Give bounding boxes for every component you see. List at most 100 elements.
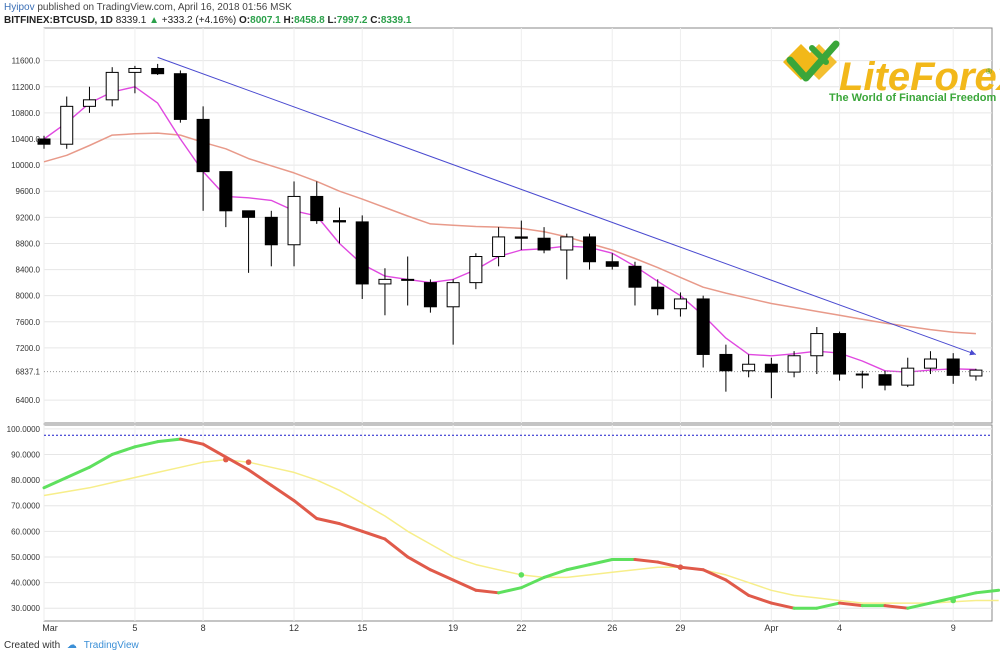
candle bbox=[673, 292, 687, 317]
main-pane bbox=[37, 56, 992, 399]
publish-text: published on TradingView.com, April 16, … bbox=[37, 2, 292, 13]
candle-body-up bbox=[742, 363, 756, 372]
osc-main-segment bbox=[269, 483, 296, 503]
osc-main-segment bbox=[769, 601, 796, 610]
x-tick-label: 29 bbox=[675, 623, 685, 633]
candle bbox=[219, 171, 233, 228]
osc-main-segment bbox=[974, 588, 1000, 595]
candle-body-down bbox=[719, 353, 733, 372]
osc-main-segment bbox=[428, 568, 455, 582]
candle bbox=[82, 86, 96, 113]
candle-body-up bbox=[492, 236, 506, 258]
candle-body-down bbox=[423, 282, 437, 308]
y-tick-label: 7200.0 bbox=[16, 344, 41, 353]
osc-main-segment bbox=[360, 529, 387, 541]
candle-body-up bbox=[82, 99, 96, 107]
x-tick-label: 5 bbox=[132, 623, 137, 633]
x-tick-label: 26 bbox=[607, 623, 617, 633]
candle-body-up bbox=[810, 333, 824, 357]
osc-y-tick-label: 50.0000 bbox=[11, 553, 40, 562]
candle bbox=[696, 295, 710, 368]
candle-body-down bbox=[583, 236, 597, 263]
osc-main-segment bbox=[156, 437, 182, 444]
candle bbox=[401, 256, 415, 306]
osc-main-segment bbox=[724, 578, 751, 597]
x-tick-label: 15 bbox=[357, 623, 367, 633]
candle bbox=[37, 135, 51, 149]
osc-main-segment bbox=[42, 476, 69, 490]
candle-body-down bbox=[37, 138, 51, 145]
osc-y-tick-label: 90.0000 bbox=[11, 450, 40, 459]
candle-body-up bbox=[378, 278, 392, 285]
candle bbox=[901, 357, 915, 388]
candle-body-down bbox=[946, 358, 960, 376]
osc-y-tick-label: 30.0000 bbox=[11, 604, 40, 613]
candle bbox=[242, 210, 256, 273]
y-tick-label: 10800.0 bbox=[11, 109, 40, 118]
osc-main-segment bbox=[633, 558, 660, 564]
candle bbox=[355, 215, 369, 299]
candle bbox=[287, 181, 301, 267]
publish-info: Hyipov published on TradingView.com, Apr… bbox=[4, 2, 292, 13]
y-tick-label: 10000.0 bbox=[11, 161, 40, 170]
y-tick-label: 11200.0 bbox=[12, 83, 41, 92]
y-tick-label: 11600.0 bbox=[12, 57, 41, 66]
osc-main-segment bbox=[315, 517, 341, 526]
last-price: 8339.1 bbox=[115, 15, 147, 26]
high-value: 8458.8 bbox=[294, 15, 325, 26]
oscillator-grid bbox=[43, 425, 992, 621]
y-tick-label: 7600.0 bbox=[16, 318, 41, 327]
osc-main-segment bbox=[906, 601, 932, 610]
y-tick-label: 8800.0 bbox=[16, 239, 41, 248]
candle-body-down bbox=[242, 210, 256, 218]
osc-main-segment bbox=[224, 455, 251, 472]
osc-main-segment bbox=[815, 601, 842, 610]
x-axis: Mar 5 8 12 15 19 22 26 29 Apr 4 9 bbox=[42, 623, 955, 633]
candle bbox=[151, 63, 165, 76]
osc-main-segment bbox=[201, 442, 228, 459]
osc-cross-dot bbox=[223, 456, 229, 463]
osc-main-segment bbox=[951, 591, 978, 600]
osc-main-segment bbox=[588, 558, 614, 567]
candle-body-down bbox=[628, 265, 642, 288]
candle-body-up bbox=[105, 71, 119, 101]
candle bbox=[128, 65, 142, 94]
candle-body-down bbox=[332, 220, 346, 223]
candle bbox=[514, 220, 528, 250]
candle-body-up bbox=[969, 369, 983, 377]
osc-y-tick-label: 40.0000 bbox=[11, 579, 40, 588]
candle bbox=[446, 279, 460, 345]
candle bbox=[60, 96, 74, 149]
liteforex-logo: LiteForex ® The World of Financial Freed… bbox=[783, 40, 1000, 104]
osc-main-segment bbox=[87, 452, 114, 469]
candle-body-down bbox=[537, 237, 551, 251]
osc-main-segment bbox=[678, 565, 705, 572]
oscillator-pane bbox=[42, 434, 1000, 610]
osc-cross-dot bbox=[950, 597, 956, 604]
osc-main-segment bbox=[451, 578, 478, 592]
candle bbox=[469, 253, 483, 290]
osc-main-segment bbox=[883, 604, 910, 610]
osc-main-segment bbox=[747, 593, 773, 605]
candle bbox=[810, 327, 824, 375]
candle-body-down bbox=[264, 216, 278, 246]
candle-body-down bbox=[173, 73, 187, 120]
osc-main-segment bbox=[497, 586, 523, 595]
candle-body-up bbox=[446, 282, 460, 308]
tradingview-link[interactable]: TradingView bbox=[83, 640, 139, 651]
osc-main-segment bbox=[337, 522, 364, 533]
author-link[interactable]: Hyipov bbox=[4, 2, 35, 13]
trendline bbox=[157, 56, 977, 356]
x-tick-label: 9 bbox=[951, 623, 956, 633]
candle bbox=[196, 106, 210, 211]
candle bbox=[605, 253, 619, 270]
main-grid bbox=[43, 28, 992, 423]
candle bbox=[105, 67, 119, 107]
osc-main-segment bbox=[383, 537, 410, 559]
y-tick-label: 8000.0 bbox=[16, 292, 41, 301]
candle bbox=[310, 181, 324, 224]
candle bbox=[378, 268, 392, 316]
y-tick-label: 8400.0 bbox=[16, 266, 41, 275]
symbol-label: BITFINEX:BTCUSD, 1D bbox=[4, 15, 113, 26]
